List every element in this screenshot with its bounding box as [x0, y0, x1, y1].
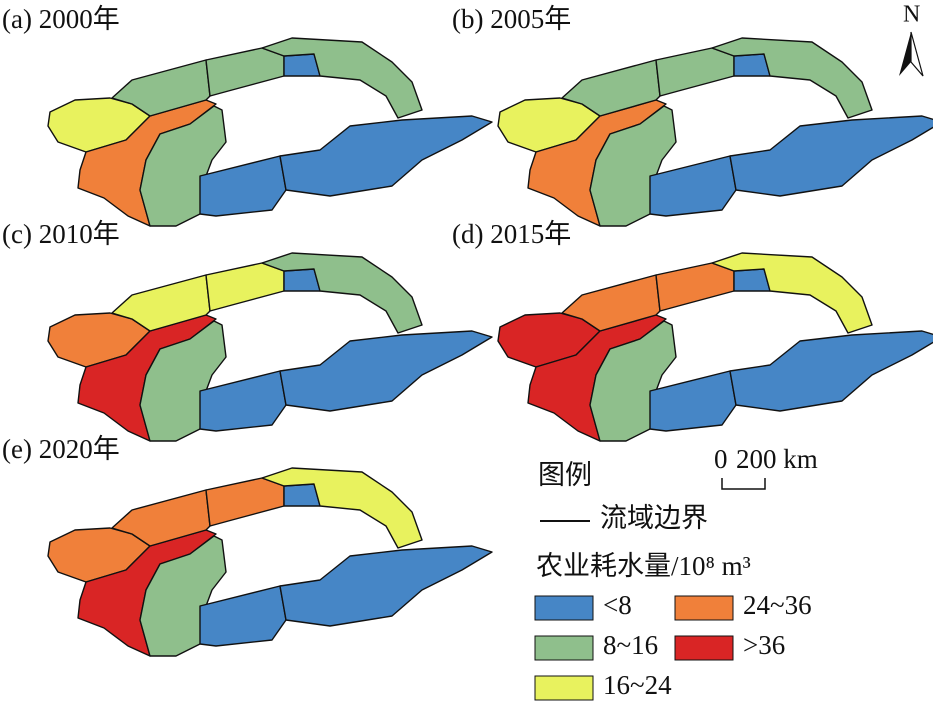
region — [261, 37, 423, 119]
region — [561, 274, 661, 332]
legend-swatch — [534, 675, 594, 701]
legend-label: 24~36 — [743, 590, 812, 620]
legend-label: >36 — [743, 630, 785, 660]
region — [649, 370, 737, 432]
legend-swatch — [674, 635, 734, 661]
region — [261, 467, 423, 549]
region — [729, 330, 933, 412]
legend-boundary: 流域边界 — [600, 503, 708, 533]
region — [655, 262, 735, 312]
legend-swatch — [674, 595, 734, 621]
region — [655, 47, 735, 97]
region — [205, 47, 285, 97]
legend-swatch — [534, 635, 594, 661]
region — [729, 115, 933, 197]
panel-label: (a) 2000年 — [2, 4, 120, 34]
region — [199, 585, 287, 647]
region — [279, 330, 493, 412]
scale-end: 200 km — [736, 444, 818, 474]
legend-fill-title: 农业耗水量/10⁸ m³ — [536, 551, 751, 581]
region — [205, 262, 285, 312]
region — [711, 252, 873, 334]
legend-swatch — [534, 595, 594, 621]
panel-label: (c) 2010年 — [2, 219, 120, 249]
region — [111, 274, 211, 332]
north-arrow — [899, 32, 911, 76]
region — [111, 489, 211, 547]
region — [205, 477, 285, 527]
region — [261, 252, 423, 334]
scale-bar — [721, 478, 766, 490]
legend-label: 16~24 — [603, 670, 672, 700]
legend-label: <8 — [603, 590, 632, 620]
region — [111, 59, 211, 117]
region — [279, 115, 493, 197]
scale-start: 0 — [714, 444, 728, 474]
region — [279, 545, 493, 627]
panel-label: (e) 2020年 — [2, 434, 120, 464]
region — [649, 155, 737, 217]
region — [561, 59, 661, 117]
region — [711, 37, 873, 119]
legend-title: 图例 — [538, 460, 592, 490]
region — [199, 155, 287, 217]
panel-label: (d) 2015年 — [452, 219, 571, 249]
north-arrow — [910, 31, 924, 77]
north-label: N — [903, 2, 920, 28]
region — [199, 370, 287, 432]
legend-label: 8~16 — [603, 630, 658, 660]
panel-label: (b) 2005年 — [452, 4, 571, 34]
